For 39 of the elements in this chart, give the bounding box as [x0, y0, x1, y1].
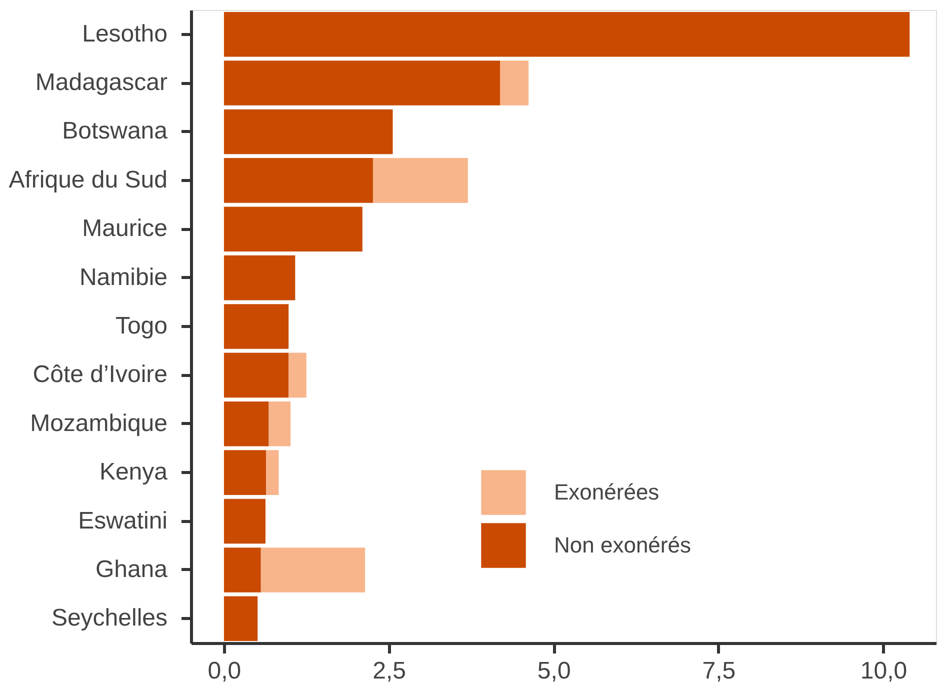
y-tick-label: Seychelles	[51, 604, 168, 632]
y-tick-label: Namibie	[79, 264, 168, 291]
x-tick-label: 0,0	[208, 658, 242, 684]
bar	[224, 206, 362, 252]
y-tick-label: Eswatini	[78, 507, 168, 534]
y-tick-label: Côte d’Ivoire	[32, 361, 168, 388]
bar	[224, 450, 266, 495]
bar	[224, 352, 289, 398]
bar	[288, 352, 306, 398]
bar	[268, 401, 291, 446]
y-tick-label: Mozambique	[30, 410, 168, 437]
bar	[266, 450, 279, 495]
bar	[224, 304, 289, 349]
bar	[224, 60, 500, 106]
bar	[224, 12, 910, 57]
x-tick-label: 10,0	[860, 658, 908, 684]
y-tick-label: Togo	[115, 312, 168, 340]
x-tick-label: 7,5	[702, 658, 736, 684]
x-tick-label: 5,0	[537, 658, 571, 684]
y-tick-label: Ghana	[95, 556, 168, 583]
bar	[224, 548, 261, 592]
bar	[224, 401, 269, 446]
bar	[260, 548, 366, 592]
y-tick-label: Kenya	[99, 458, 168, 486]
y-tick-label: Afrique du Sud	[8, 166, 168, 194]
bar	[372, 158, 468, 203]
y-tick-label: Maurice	[82, 215, 168, 242]
bar	[224, 158, 373, 203]
bar	[224, 498, 266, 544]
bar	[224, 109, 393, 154]
bar	[224, 596, 258, 642]
y-tick-label: Lesotho	[82, 20, 168, 48]
legend-label: Exonérées	[554, 480, 660, 504]
x-tick-label: 2,5	[372, 658, 406, 684]
legend-label: Non exonérés	[554, 532, 691, 558]
bar	[224, 255, 296, 300]
bar	[500, 60, 529, 106]
y-tick-label: Madagascar	[35, 69, 168, 96]
y-tick-label: Botswana	[62, 118, 168, 145]
